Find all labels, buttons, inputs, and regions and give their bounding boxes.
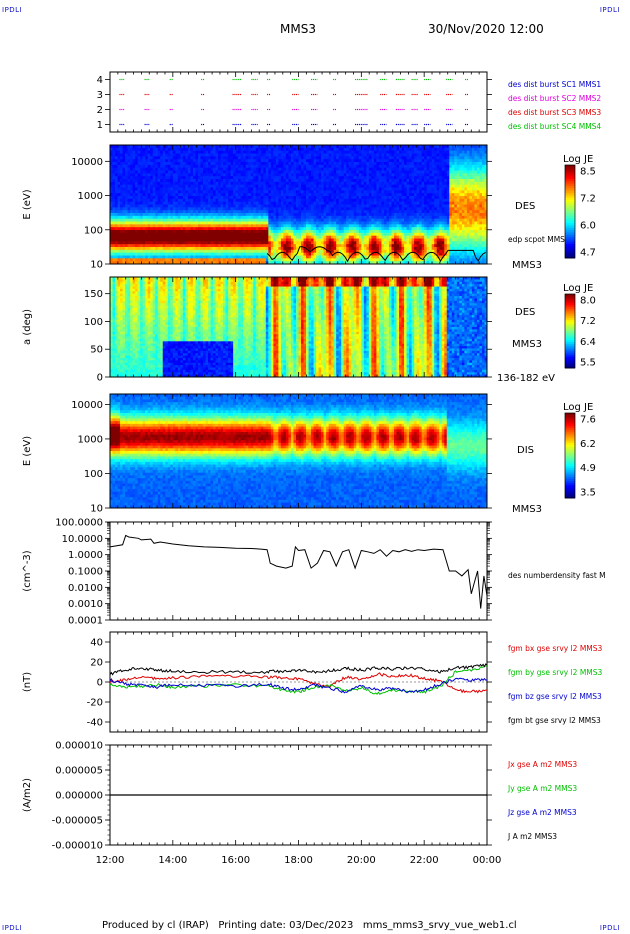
des-energy-colorbar-tick: 4.7 <box>580 248 596 259</box>
des-energy-instrument: DES <box>515 201 535 212</box>
footer-filename: mms_mms3_srvy_vue_web1.cl <box>363 920 517 931</box>
fgm-ytick-label: 0 <box>97 678 103 689</box>
density-ytick-label: 0.1000 <box>68 567 103 578</box>
dis-energy-colorbar-label: Log JE <box>563 402 593 413</box>
burst-ytick-label: 4 <box>97 75 103 86</box>
fgm-ytick-label: -20 <box>87 698 103 709</box>
des-pitch-ytick-label: 150 <box>84 289 103 300</box>
current-legend-1: Jx gse A m2 MMS3 <box>507 760 577 769</box>
time-axis-label: 00:00 <box>473 855 502 866</box>
des-pitch-colorbar-tick: 5.5 <box>580 358 596 369</box>
dis-energy-colorbar-tick: 6.2 <box>580 439 596 450</box>
footer-produced-by: Produced by cl (IRAP) <box>102 920 209 931</box>
des-pitch-sc: MMS3 <box>512 339 542 350</box>
fgm-legend-1: fgm bx gse srvy l2 MMS3 <box>508 644 603 653</box>
dis-energy-colorbar-gradient <box>565 413 575 499</box>
time-axis-label: 16:00 <box>221 855 250 866</box>
fgm-ytick-label: -40 <box>87 718 103 729</box>
burst-panel-frame <box>110 72 487 132</box>
des-pitch-ylabel: a (deg) <box>22 309 33 345</box>
burst-ytick-label: 1 <box>97 120 103 131</box>
des-energy-colorbar-tick: 6.0 <box>580 221 596 232</box>
dis-energy-ytick-label: 100 <box>84 469 103 480</box>
current-ytick-label: 0.000000 <box>55 791 103 802</box>
fgm-legend-2: fgm by gse srvy l2 MMS3 <box>508 668 603 677</box>
des-energy-ytick-label: 10 <box>90 260 103 271</box>
des-pitch-energy: 136-182 eV <box>497 373 555 384</box>
current-ytick-label: -0.000005 <box>52 816 103 827</box>
time-axis-label: 18:00 <box>284 855 313 866</box>
des-energy-overlay-label: edp scpot MMS3 <box>508 235 570 244</box>
dis-energy-ytick-label: 10000 <box>71 400 103 411</box>
burst-ytick-label: 2 <box>97 105 103 116</box>
current-ytick-label: 0.000005 <box>55 766 103 777</box>
burst-ytick-label: 3 <box>97 90 103 101</box>
time-axis-label: 20:00 <box>347 855 376 866</box>
density-ytick-label: 100.0000 <box>55 518 103 529</box>
des-energy-ytick-label: 100 <box>84 225 103 236</box>
fgm-ylabel: (nT) <box>22 672 33 692</box>
des-pitch-colorbar-tick: 8.0 <box>580 296 596 307</box>
density-ytick-label: 0.0010 <box>68 599 103 610</box>
fgm-legend-3: fgm bz gse srvy l2 MMS3 <box>508 692 602 701</box>
current-ytick-label: 0.000010 <box>55 741 103 752</box>
fgm-ytick-label: 40 <box>90 638 103 649</box>
fgm-legend-4: fgm bt gse srvy l2 MMS3 <box>508 716 601 725</box>
current-legend-3: Jz gse A m2 MMS3 <box>507 808 577 817</box>
des-pitch-ytick-label: 100 <box>84 317 103 328</box>
des-pitch-colorbar-tick: 6.4 <box>580 337 596 348</box>
des-pitch-ytick-label: 0 <box>97 373 103 384</box>
time-axis-label: 22:00 <box>410 855 439 866</box>
density-frame <box>110 522 487 620</box>
density-line <box>110 536 487 609</box>
current-ytick-label: -0.000010 <box>52 841 103 852</box>
footer: Produced by cl (IRAP) Printing date: 03/… <box>102 920 517 931</box>
des-energy-heatmap-cells <box>110 145 488 265</box>
des-energy-ytick-label: 1000 <box>78 191 103 202</box>
burst-legend-2: des dist burst SC2 MMS2 <box>508 94 601 103</box>
des-energy-colorbar-gradient <box>565 165 575 259</box>
dis-energy-ylabel: E (eV) <box>22 436 33 466</box>
des-pitch-colorbar-tick: 7.2 <box>580 316 596 327</box>
footer-printing-date: Printing date: 03/Dec/2023 <box>218 920 353 931</box>
des-energy-ylabel: E (eV) <box>22 189 33 219</box>
current-legend-2: Jy gse A m2 MMS3 <box>507 784 577 793</box>
des-energy-colorbar-tick: 8.5 <box>580 167 596 178</box>
dis-energy-sc: MMS3 <box>512 504 542 515</box>
density-ytick-label: 1.0000 <box>68 550 103 561</box>
density-legend: des numberdensity fast M <box>508 571 606 580</box>
current-ylabel: (A/m2) <box>22 778 33 812</box>
time-axis-label: 14:00 <box>158 855 187 866</box>
burst-legend-3: des dist burst SC3 MMS3 <box>508 108 601 117</box>
density-ytick-label: 0.0001 <box>68 616 103 627</box>
des-energy-ytick-label: 10000 <box>71 157 103 168</box>
dis-energy-colorbar-tick: 4.9 <box>580 463 596 474</box>
des-pitch-instrument: DES <box>515 307 535 318</box>
dis-energy-heatmap-cells <box>110 394 488 509</box>
dis-energy-ytick-label: 1000 <box>78 434 103 445</box>
fgm-line-4 <box>110 664 487 675</box>
dis-energy-colorbar-tick: 7.6 <box>580 415 596 426</box>
dis-energy-ytick-label: 10 <box>90 504 103 515</box>
des-energy-colorbar-tick: 7.2 <box>580 194 596 205</box>
des-pitch-colorbar-label: Log JE <box>563 283 593 294</box>
des-pitch-ytick-label: 50 <box>90 345 103 356</box>
des-energy-colorbar-label: Log JE <box>563 154 593 165</box>
current-legend-4: J A m2 MMS3 <box>507 832 557 841</box>
time-axis-label: 12:00 <box>96 855 125 866</box>
density-ytick-label: 0.0100 <box>68 583 103 594</box>
burst-legend-4: des dist burst SC4 MMS4 <box>508 122 601 131</box>
des-pitch-colorbar-gradient <box>565 294 575 369</box>
density-ytick-label: 10.0000 <box>62 534 103 545</box>
des-pitch-heatmap-cells <box>110 277 488 378</box>
dis-energy-instrument: DIS <box>517 445 534 456</box>
burst-legend-1: des dist burst SC1 MMS1 <box>508 80 601 89</box>
des-energy-sc: MMS3 <box>512 260 542 271</box>
fgm-ytick-label: 20 <box>90 658 103 669</box>
density-ylabel: (cm^-3) <box>22 550 33 591</box>
dis-energy-colorbar-tick: 3.5 <box>580 488 596 499</box>
